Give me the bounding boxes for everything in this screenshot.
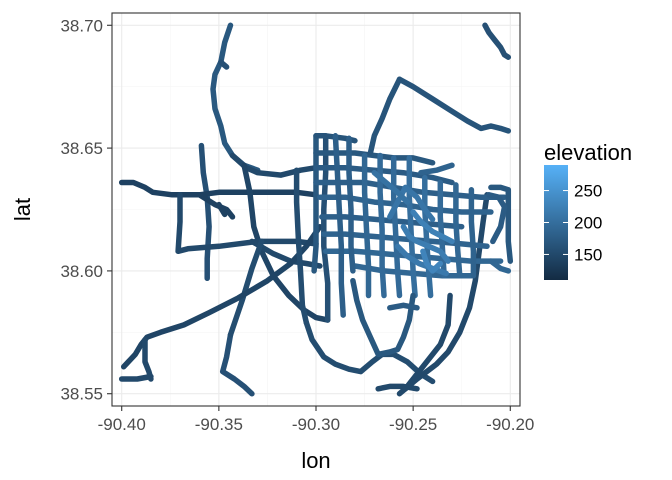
- gps-track-line: [293, 167, 310, 326]
- gps-track-line: [313, 164, 455, 186]
- gps-track-line: [303, 319, 436, 385]
- gps-track-line: [468, 187, 477, 279]
- legend-title: elevation: [544, 140, 632, 165]
- gps-track-line: [488, 184, 514, 264]
- gps-track-line: [390, 155, 403, 299]
- gps-track-line: [361, 152, 372, 299]
- gps-track-line: [332, 133, 346, 318]
- gps-track-line: [396, 192, 490, 397]
- gps-tracks: [118, 22, 514, 397]
- gps-track-line: [402, 292, 453, 392]
- gps-track-line: [317, 194, 494, 215]
- legend-ticks: 150 200 250: [544, 182, 602, 264]
- gps-track-line: [311, 133, 319, 274]
- x-axis: -90.40 -90.35 -90.30 -90.25 -90.20: [98, 406, 534, 434]
- y-axis-title: lat: [10, 198, 35, 221]
- gps-track-line: [387, 184, 436, 223]
- legend-tick-label: 150: [574, 245, 602, 264]
- x-tick-label: -90.30: [292, 415, 340, 434]
- elevation-legend: elevation 150 200 250: [544, 140, 632, 280]
- gps-track-line: [400, 223, 451, 264]
- gps-track-line: [142, 336, 154, 382]
- gps-track-line: [387, 302, 420, 311]
- gps-track-line: [321, 231, 490, 250]
- gps-track-line: [371, 169, 411, 205]
- gps-track-line: [227, 238, 265, 338]
- x-tick-label: -90.35: [195, 415, 243, 434]
- gps-track-line: [396, 76, 512, 134]
- y-tick-label: 38.55: [60, 385, 103, 404]
- gps-track-line: [453, 182, 463, 279]
- gps-track-line: [422, 174, 434, 299]
- gps-track-line: [216, 201, 228, 218]
- gps-track-line: [350, 277, 416, 358]
- gps-track-line: [198, 142, 212, 282]
- gps-track-line: [120, 223, 323, 370]
- gps-track-line: [418, 162, 455, 176]
- gps-track-line: [175, 192, 319, 255]
- y-axis: 38.55 38.60 38.65 38.70: [60, 16, 112, 404]
- gps-track-line: [420, 248, 444, 274]
- gps-track-line: [406, 155, 418, 299]
- gps-track-line: [488, 258, 512, 274]
- x-tick-label: -90.40: [98, 415, 146, 434]
- gps-track-line: [218, 59, 230, 70]
- gps-track-line: [410, 209, 455, 245]
- gps-track-line: [437, 179, 447, 279]
- gps-track-line: [482, 22, 512, 60]
- y-tick-label: 38.60: [60, 262, 103, 281]
- gps-track-line: [219, 332, 255, 397]
- y-tick-label: 38.70: [60, 16, 103, 35]
- legend-tick-label: 250: [574, 182, 602, 201]
- gps-track-line: [118, 373, 154, 382]
- gps-track-line: [346, 135, 356, 274]
- legend-tick-label: 200: [574, 214, 602, 233]
- gps-track-line: [367, 76, 403, 156]
- x-axis-title: lon: [301, 448, 330, 473]
- y-tick-label: 38.65: [60, 139, 103, 158]
- x-tick-label: -90.20: [486, 415, 534, 434]
- gps-track-line: [486, 192, 508, 245]
- x-tick-label: -90.25: [389, 415, 437, 434]
